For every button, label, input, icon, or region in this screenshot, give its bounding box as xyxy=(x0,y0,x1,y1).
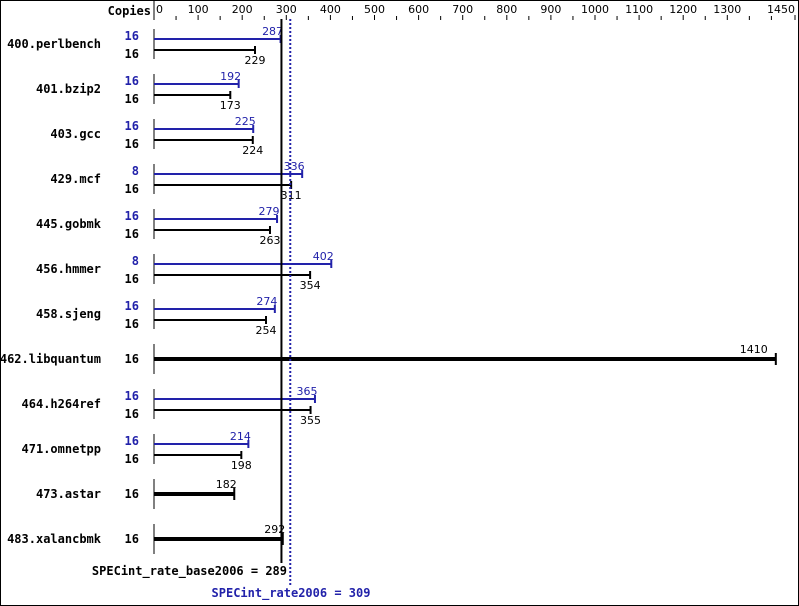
peak-copies: 16 xyxy=(125,209,139,223)
base-bar-value: 355 xyxy=(300,414,321,427)
base-copies: 16 xyxy=(125,47,139,61)
base-bar-value: 224 xyxy=(242,144,263,157)
base-copies: 16 xyxy=(125,272,139,286)
base-copies: 16 xyxy=(125,227,139,241)
base-bar-value: 173 xyxy=(220,99,241,112)
base-copies: 16 xyxy=(125,352,139,366)
base-bar-value: 182 xyxy=(216,478,237,491)
peak-copies: 16 xyxy=(125,119,139,133)
peak-bar-value: 274 xyxy=(256,295,277,308)
peak-mean-label: SPECint_rate2006 = 309 xyxy=(212,586,371,601)
x-tick-label: 500 xyxy=(364,3,385,16)
benchmark-label: 429.mcf xyxy=(50,172,101,186)
benchmark-label: 458.sjeng xyxy=(36,307,101,321)
peak-bar-value: 365 xyxy=(296,385,317,398)
x-tick-label: 400 xyxy=(320,3,341,16)
base-copies: 16 xyxy=(125,487,139,501)
x-tick-label: 1300 xyxy=(713,3,741,16)
x-tick-label: 1000 xyxy=(581,3,609,16)
base-bar-value: 254 xyxy=(256,324,277,337)
base-copies: 16 xyxy=(125,532,139,546)
x-tick-label: 200 xyxy=(232,3,253,16)
peak-copies: 16 xyxy=(125,29,139,43)
base-copies: 16 xyxy=(125,317,139,331)
peak-bar-value: 402 xyxy=(313,250,334,263)
base-copies: 16 xyxy=(125,92,139,106)
x-tick-label: 300 xyxy=(276,3,297,16)
base-bar-value: 263 xyxy=(259,234,280,247)
x-tick-label: 100 xyxy=(188,3,209,16)
benchmark-label: 445.gobmk xyxy=(36,217,102,231)
base-bar-value: 1410 xyxy=(740,343,768,356)
benchmark-label: 401.bzip2 xyxy=(36,82,101,96)
x-tick-label: 900 xyxy=(540,3,561,16)
benchmark-label: 462.libquantum xyxy=(1,352,101,366)
peak-copies: 16 xyxy=(125,299,139,313)
benchmark-label: 403.gcc xyxy=(50,127,101,141)
base-bar-value: 354 xyxy=(300,279,321,292)
x-tick-label: 1200 xyxy=(669,3,697,16)
benchmark-label: 456.hmmer xyxy=(36,262,101,276)
base-bar-value: 292 xyxy=(264,523,285,536)
base-copies: 16 xyxy=(125,182,139,196)
benchmark-label: 473.astar xyxy=(36,487,101,501)
x-tick-label: 0 xyxy=(156,3,163,16)
peak-bar-value: 279 xyxy=(259,205,280,218)
peak-copies: 8 xyxy=(132,164,139,178)
base-mean-label: SPECint_rate_base2006 = 289 xyxy=(92,564,287,579)
x-tick-label: 1450 xyxy=(767,3,795,16)
peak-bar-value: 192 xyxy=(220,70,241,83)
base-copies: 16 xyxy=(125,137,139,151)
peak-bar-value: 287 xyxy=(262,25,283,38)
peak-copies: 8 xyxy=(132,254,139,268)
peak-copies: 16 xyxy=(125,434,139,448)
benchmark-label: 483.xalancbmk xyxy=(7,532,102,546)
x-tick-label: 600 xyxy=(408,3,429,16)
peak-bar-value: 225 xyxy=(235,115,256,128)
x-tick-label: 700 xyxy=(452,3,473,16)
base-copies: 16 xyxy=(125,452,139,466)
base-copies: 16 xyxy=(125,407,139,421)
peak-bar-value: 336 xyxy=(284,160,305,173)
peak-copies: 16 xyxy=(125,389,139,403)
copies-header: Copies xyxy=(108,4,151,18)
base-bar-value: 198 xyxy=(231,459,252,472)
benchmark-label: 471.omnetpp xyxy=(22,442,101,456)
x-tick-label: 800 xyxy=(496,3,517,16)
benchmark-label: 400.perlbench xyxy=(7,37,101,51)
x-tick-label: 1100 xyxy=(625,3,653,16)
benchmark-label: 464.h264ref xyxy=(22,397,101,411)
peak-copies: 16 xyxy=(125,74,139,88)
peak-bar-value: 214 xyxy=(230,430,251,443)
base-bar-value: 229 xyxy=(244,54,265,67)
